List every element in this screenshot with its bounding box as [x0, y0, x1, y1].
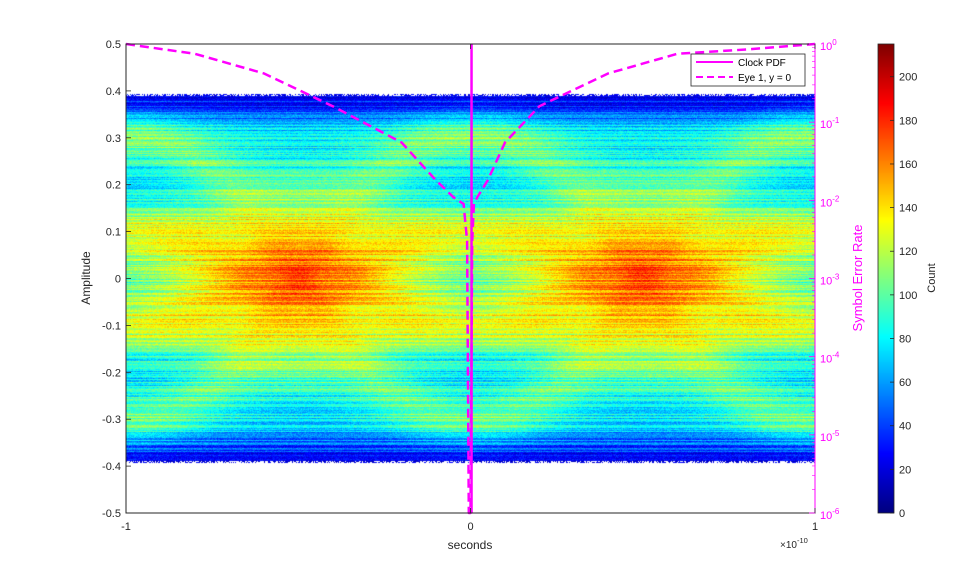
colorbar-tick-label: 200 — [899, 72, 917, 84]
y-axis-label-right: Symbol Error Rate — [850, 225, 865, 332]
left-y-axis: 0.5 0.4 0.3 0.2 0.1 0 -0.1 -0.2 -0.3 -0.4 -0.5 — [102, 39, 131, 520]
y-left-tick-label: -0.5 — [102, 508, 121, 520]
colorbar-tick-label: 60 — [899, 377, 911, 389]
x-axis: -1 0 1 — [121, 44, 818, 533]
colorbar-tick-label: 0 — [899, 508, 905, 520]
y-right-tick-label: 10-5 — [820, 429, 840, 444]
colorbar-tick-label: 80 — [899, 333, 911, 345]
right-y-axis: 100 10-1 10-2 10-3 10-4 10-5 10-6 — [809, 38, 840, 522]
colorbar-tick-label: 120 — [899, 246, 917, 258]
y-left-tick-label: -0.2 — [102, 367, 121, 379]
colorbar-tick-label: 40 — [899, 421, 911, 433]
colorbar-tick-label: 140 — [899, 203, 917, 215]
y-left-tick-label: 0.1 — [106, 227, 121, 239]
y-left-tick-label: 0.5 — [106, 39, 121, 51]
y-left-tick-label: 0.4 — [106, 86, 121, 98]
colorbar-tick-label: 160 — [899, 159, 917, 171]
x-tick-label: 1 — [812, 521, 818, 533]
legend-entry-clock-pdf: Clock PDF — [738, 58, 786, 69]
y-left-tick-label: 0 — [115, 274, 121, 286]
legend-entry-eye1: Eye 1, y = 0 — [738, 73, 792, 84]
x-tick-label: -1 — [121, 521, 131, 533]
x-axis-label: seconds — [448, 538, 493, 552]
legend-box — [690, 53, 806, 87]
colorbar-axis: 0 20 40 60 80 100 120 140 160 180 200 — [890, 72, 917, 520]
y-right-tick-label: 10-1 — [820, 116, 840, 131]
legend: Clock PDF Eye 1, y = 0 — [690, 53, 806, 87]
colorbar-label: Count — [926, 263, 938, 292]
y-left-tick-label: -0.3 — [102, 414, 121, 426]
y-right-tick-label: 10-4 — [820, 351, 840, 366]
y-axis-label-left: Amplitude — [79, 251, 93, 305]
y-left-tick-label: -0.4 — [102, 461, 121, 473]
x-tick-label: 0 — [467, 521, 473, 533]
y-right-tick-label: 10-2 — [820, 194, 840, 209]
colorbar-tick-label: 180 — [899, 115, 917, 127]
colorbar-tick-label: 100 — [899, 290, 917, 302]
colorbar-tick-label: 20 — [899, 464, 911, 476]
x-axis-exponent-base: ×10 — [780, 540, 797, 551]
y-left-tick-label: 0.2 — [106, 180, 121, 192]
colorbar-frame — [877, 43, 895, 514]
overlay-curves — [125, 42, 816, 515]
y-left-tick-label: -0.1 — [102, 320, 121, 332]
y-right-tick-label: 10-6 — [820, 507, 840, 522]
y-left-tick-label: 0.3 — [106, 133, 121, 145]
y-right-tick-label: 10-3 — [820, 273, 840, 288]
colorbar-gradient — [878, 44, 894, 513]
y-right-tick-label: 100 — [820, 38, 837, 53]
x-axis-exponent-power: -10 — [797, 536, 808, 545]
